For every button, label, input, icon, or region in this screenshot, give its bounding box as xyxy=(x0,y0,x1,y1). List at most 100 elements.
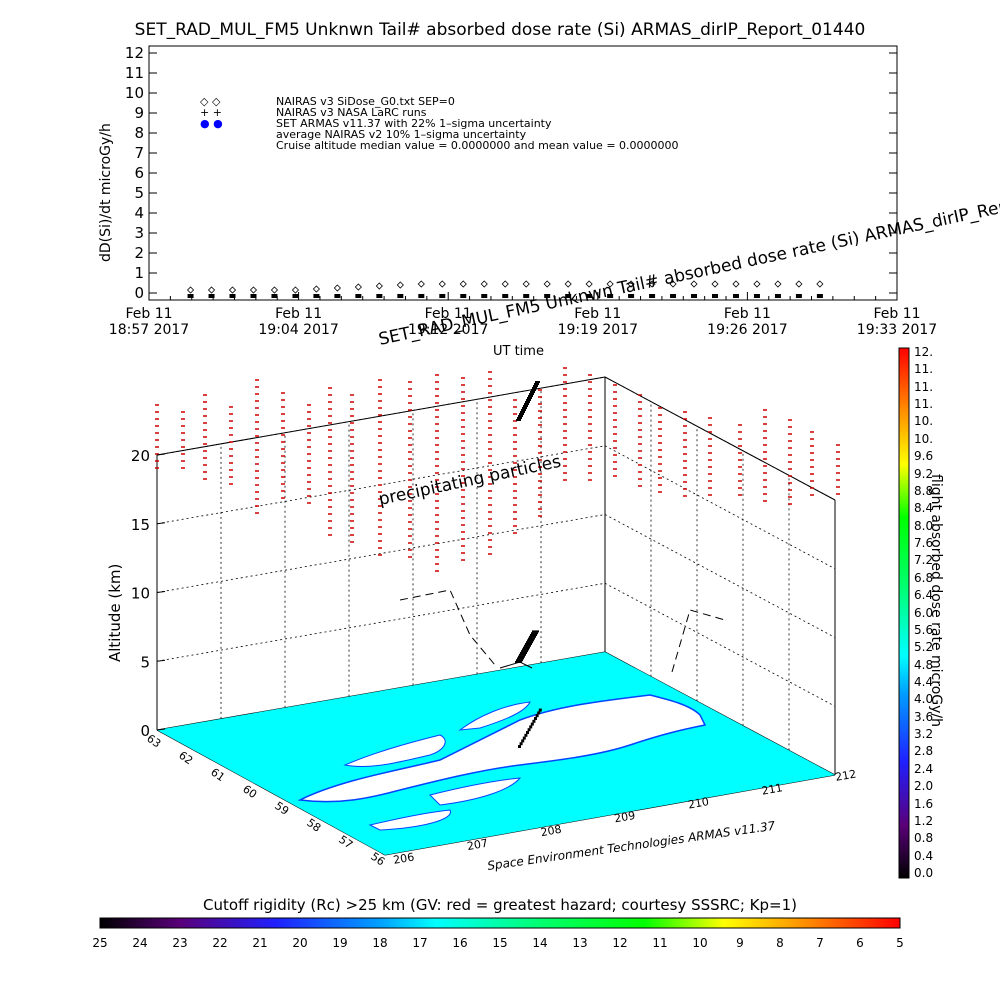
right-colorbar-tick-label: 10. xyxy=(914,414,934,429)
top-y-tick-label: 7 xyxy=(134,144,144,162)
nairas-v3-point xyxy=(564,280,572,288)
nairas-v3-point xyxy=(291,286,300,294)
right-colorbar-tick-label: 3.6 xyxy=(914,709,934,724)
alt-tick-label: 10 xyxy=(131,585,150,603)
nairas-v3-point xyxy=(543,280,551,288)
ground-path-point xyxy=(537,711,541,715)
ground-flight-path xyxy=(518,708,542,748)
map-land-island xyxy=(368,809,451,831)
right-colorbar-tick-label: 11. xyxy=(914,379,934,394)
x-tick-date: Feb 11 xyxy=(125,306,173,322)
armas-point xyxy=(753,294,760,298)
lon-tick-label: 211 xyxy=(761,781,784,797)
right-colorbar-tick-label: 2.0 xyxy=(914,779,934,794)
legend-text: SET ARMAS v11.37 with 22% 1–sigma uncert… xyxy=(276,117,552,130)
nairas-v3-point xyxy=(375,282,383,290)
x-tick-date: Feb 11 xyxy=(723,306,771,322)
bottom-colorbar-tick-label: 14 xyxy=(532,936,548,950)
armas-point xyxy=(250,294,257,298)
armas-point xyxy=(523,294,530,298)
ground-path-point xyxy=(527,728,531,732)
map-grid xyxy=(156,376,836,751)
armas-point xyxy=(376,294,383,298)
armas-point xyxy=(670,294,677,298)
x-tick-time: 19:33 2017 xyxy=(856,322,938,338)
alt-tick xyxy=(156,659,166,662)
armas-point xyxy=(355,294,362,298)
nairas-v3-point xyxy=(501,280,509,288)
armas-point xyxy=(565,294,572,298)
alt-tick xyxy=(156,728,166,731)
armas-point xyxy=(292,294,299,298)
bottom-colorbar-tick-label: 22 xyxy=(212,936,228,950)
top-x-tick-label: Feb 11 19:26 2017 xyxy=(687,306,807,338)
ground-path-point xyxy=(532,719,536,723)
map-land-south xyxy=(429,777,522,806)
ground-path-point xyxy=(535,714,539,718)
ground-path-point xyxy=(518,745,521,748)
nairas-v3-point xyxy=(186,286,195,294)
right-colorbar-tick-label: 4.4 xyxy=(914,674,934,689)
alt-tick xyxy=(156,591,166,593)
lon-tick-label: 209 xyxy=(613,809,636,825)
right-colorbar-tick-label: 9.6 xyxy=(914,449,934,464)
lon-tick-label: 208 xyxy=(540,823,563,839)
altitude-segment-outline xyxy=(499,661,533,669)
bottom-colorbar-tick-label: 12 xyxy=(612,936,628,950)
right-colorbar-tick-label: 10. xyxy=(914,431,934,446)
right-colorbar-tick-label: 6.4 xyxy=(914,588,934,603)
right-colorbar-tick-label: 1.6 xyxy=(914,796,934,811)
top-y-tick-label: 8 xyxy=(134,124,144,142)
nairas-v3-point xyxy=(606,280,614,288)
top-y-tick-label: 11 xyxy=(124,64,144,82)
bottom-colorbar-tick-label: 23 xyxy=(172,936,188,950)
bottom-colorbar-tick-label: 20 xyxy=(292,936,308,950)
alt-grid-right xyxy=(604,514,836,638)
nairas-v3-point xyxy=(207,286,216,294)
armas-point xyxy=(712,294,718,298)
lon-tick-label: 210 xyxy=(687,795,710,811)
armas-point xyxy=(313,294,320,298)
right-colorbar-bar xyxy=(898,347,910,879)
bottom-colorbar-tick-label: 11 xyxy=(652,936,668,950)
nairas-v3-point xyxy=(270,286,279,294)
armas-point xyxy=(732,294,739,298)
top-x-tick-label: Feb 11 19:19 2017 xyxy=(538,306,658,338)
lon-tick-label: 207 xyxy=(466,837,489,853)
armas-point xyxy=(774,294,781,298)
top-chart-svg xyxy=(148,45,898,301)
bottom-colorbar-tick-label: 10 xyxy=(692,936,708,950)
right-colorbar-tick-label: 6.8 xyxy=(914,570,934,585)
bottom-colorbar-tick-label: 8 xyxy=(776,936,784,950)
top-y-ticks xyxy=(149,52,897,294)
ground-path-point xyxy=(526,731,529,734)
right-colorbar-tick-label: 4.0 xyxy=(914,692,934,707)
bottom-colorbar-tick-label: 18 xyxy=(372,936,388,950)
armas-point xyxy=(460,294,467,298)
top-y-tick-label: 2 xyxy=(134,244,144,262)
alt-grid-back xyxy=(156,582,606,662)
armas-point xyxy=(691,294,698,298)
top-y-tick-label: 10 xyxy=(124,84,144,102)
right-colorbar-tick-label: 3.2 xyxy=(914,727,934,742)
right-colorbar-label: flight absorbed dose rate microGy/h xyxy=(928,474,944,727)
right-colorbar-tick-label: 9.2 xyxy=(914,466,934,481)
nairas-v3-point xyxy=(795,280,803,288)
nairas-v3-point xyxy=(312,285,320,293)
bottom-colorbar-tick-label: 13 xyxy=(572,936,588,950)
right-colorbar-tick-label: 0.0 xyxy=(914,866,934,880)
top-x-tick-label: Feb 11 19:12 2017 xyxy=(388,306,508,338)
armas-point xyxy=(271,294,278,298)
map-land-inlet xyxy=(458,701,531,731)
armas-point xyxy=(628,294,635,298)
armas-point xyxy=(544,294,551,298)
x-tick-time: 19:26 2017 xyxy=(707,322,788,338)
ground-path-point xyxy=(529,725,533,729)
nairas-v3-point xyxy=(669,280,677,288)
bottom-colorbar-tick-label: 15 xyxy=(492,936,508,950)
right-colorbar-tick-label: 0.4 xyxy=(914,848,934,863)
right-colorbar-tick-label: 8.8 xyxy=(914,483,934,498)
bottom-colorbar-tick-label: 24 xyxy=(132,936,148,950)
nairas-v3-point xyxy=(438,280,446,288)
